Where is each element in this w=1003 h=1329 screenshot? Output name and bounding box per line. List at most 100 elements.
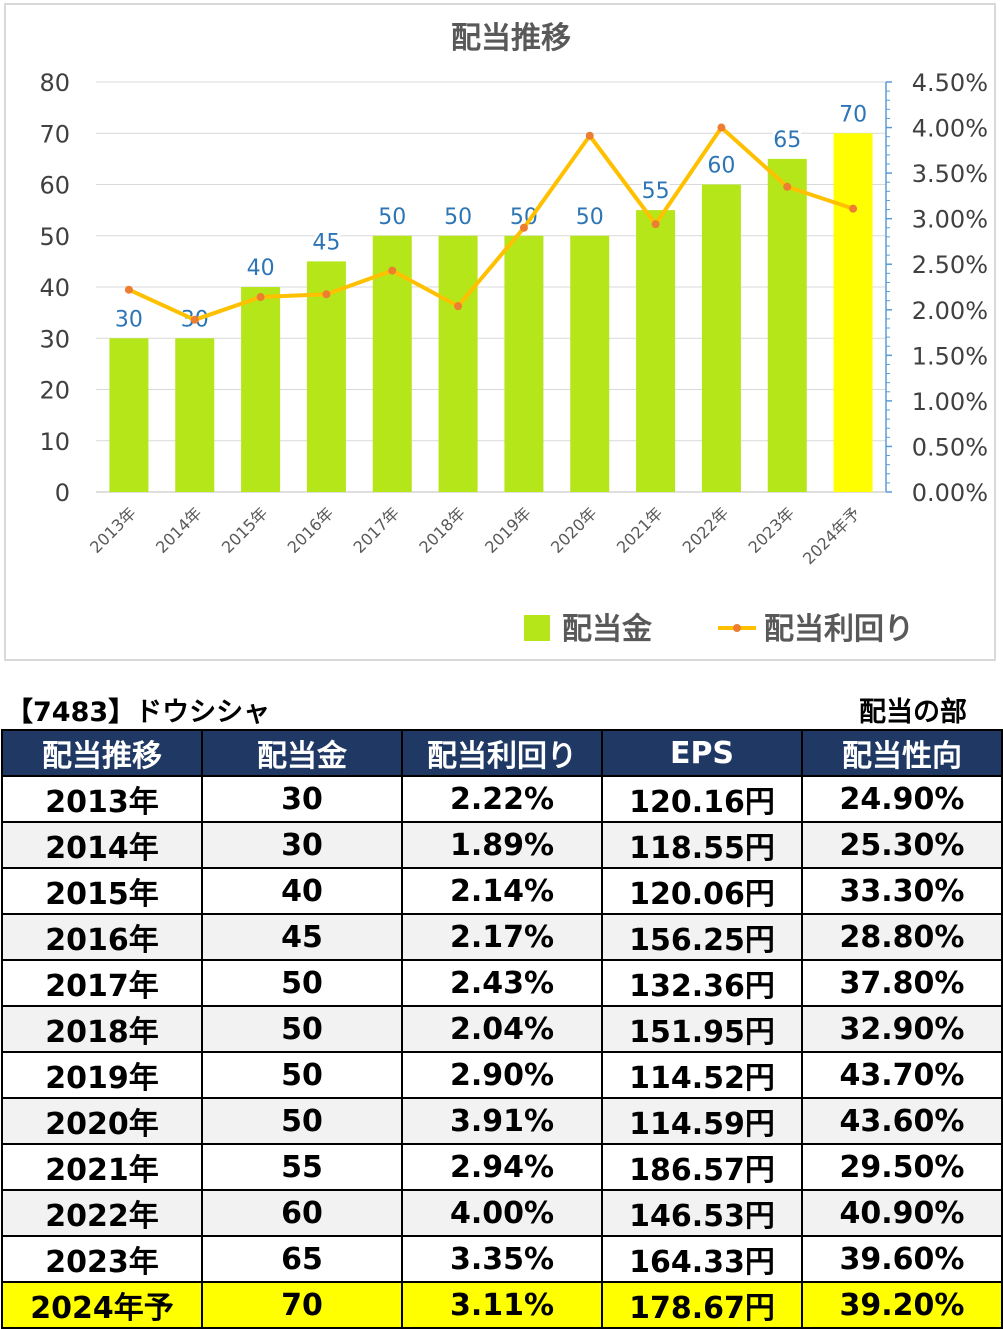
payout-cell: 33.30% bbox=[801, 867, 1003, 915]
legend-label-dividend: 配当金 bbox=[562, 612, 653, 647]
bar-data-label: 55 bbox=[642, 179, 670, 204]
y-left-tick-label: 70 bbox=[39, 120, 70, 148]
yield-point bbox=[519, 223, 528, 232]
table-row: 2019年 50 2.90% 114.52円 43.70% bbox=[1, 1051, 1003, 1099]
y-right-tick-label: 3.00% bbox=[912, 206, 988, 234]
yield-cell: 2.94% bbox=[401, 1143, 603, 1191]
yield-point bbox=[124, 285, 133, 294]
y-right-tick-label: 0.00% bbox=[912, 479, 988, 507]
bar-data-label: 65 bbox=[773, 128, 801, 153]
y-right-tick-label: 3.50% bbox=[912, 160, 988, 188]
year-cell: 2022年 bbox=[1, 1189, 203, 1237]
x-tick-label: 2017年 bbox=[350, 503, 404, 557]
table-row: 2016年 45 2.17% 156.25円 28.80% bbox=[1, 913, 1003, 961]
yield-point bbox=[190, 315, 199, 324]
yield-point bbox=[454, 302, 463, 311]
dividend-cell: 60 bbox=[201, 1189, 403, 1237]
bar bbox=[109, 338, 149, 492]
yield-cell: 2.90% bbox=[401, 1051, 603, 1099]
x-tick-label: 2016年 bbox=[284, 503, 338, 557]
eps-cell: 114.52円 bbox=[601, 1051, 803, 1099]
x-tick-label: 2022年 bbox=[679, 503, 733, 557]
yield-cell: 3.35% bbox=[401, 1235, 603, 1283]
table-row: 2017年 50 2.43% 132.36円 37.80% bbox=[1, 959, 1003, 1007]
eps-cell: 120.16円 bbox=[601, 775, 803, 823]
yield-point bbox=[585, 131, 594, 140]
yield-cell: 2.17% bbox=[401, 913, 603, 961]
bar bbox=[570, 235, 610, 492]
dividend-table: 配当推移 配当金 配当利回り EPS 配当性向 2013年 30 2.22% 120.… bbox=[1, 729, 1003, 1329]
eps-cell: 120.06円 bbox=[601, 867, 803, 915]
year-cell: 2013年 bbox=[1, 775, 203, 823]
dividend-cell: 55 bbox=[201, 1143, 403, 1191]
year-cell: 2023年 bbox=[1, 1235, 203, 1283]
company-title: 【7483】ドウシシャ bbox=[6, 697, 271, 728]
year-cell: 2017年 bbox=[1, 959, 203, 1007]
bar-data-label: 60 bbox=[707, 154, 735, 179]
x-tick-label: 2023年 bbox=[745, 503, 799, 557]
dividend-cell: 30 bbox=[201, 821, 403, 869]
y-right-tick-label: 2.00% bbox=[912, 297, 988, 325]
payout-cell: 29.50% bbox=[801, 1143, 1003, 1191]
y-left-tick-label: 20 bbox=[39, 377, 70, 405]
yield-point bbox=[651, 220, 660, 229]
bar bbox=[636, 210, 676, 492]
yield-point bbox=[783, 182, 792, 191]
y-right-tick-label: 0.50% bbox=[912, 433, 988, 461]
y-left-tick-label: 60 bbox=[39, 172, 70, 200]
legend-swatch-dividend bbox=[524, 615, 550, 641]
yield-cell: 2.22% bbox=[401, 775, 603, 823]
x-tick-label: 2013年 bbox=[86, 503, 140, 557]
column-header: EPS bbox=[601, 729, 803, 777]
x-tick-label: 2024年予 bbox=[799, 503, 864, 568]
payout-cell: 28.80% bbox=[801, 913, 1003, 961]
bar-data-label: 45 bbox=[312, 230, 340, 255]
legend-marker-yield bbox=[733, 624, 741, 632]
table-row: 2022年 60 4.00% 146.53円 40.90% bbox=[1, 1189, 1003, 1237]
column-header: 配当利回り bbox=[401, 729, 603, 777]
bar-data-label: 70 bbox=[839, 102, 867, 127]
yield-cell: 3.91% bbox=[401, 1097, 603, 1145]
x-tick-label: 2020年 bbox=[547, 503, 601, 557]
payout-cell: 32.90% bbox=[801, 1005, 1003, 1053]
yield-point bbox=[388, 266, 397, 275]
table-row: 2024年予 70 3.11% 178.67円 39.20% bbox=[1, 1281, 1003, 1329]
y-right-tick-label: 1.00% bbox=[912, 388, 988, 416]
payout-cell: 39.60% bbox=[801, 1235, 1003, 1283]
eps-cell: 132.36円 bbox=[601, 959, 803, 1007]
bar bbox=[438, 235, 478, 492]
table-row: 2021年 55 2.94% 186.57円 29.50% bbox=[1, 1143, 1003, 1191]
bar-data-label: 50 bbox=[378, 205, 406, 230]
bar bbox=[175, 338, 215, 492]
y-left-tick-label: 80 bbox=[39, 69, 70, 97]
chart-title: 配当推移 bbox=[451, 21, 571, 56]
column-header: 配当金 bbox=[201, 729, 403, 777]
dividend-cell: 50 bbox=[201, 959, 403, 1007]
bar bbox=[306, 261, 346, 492]
bar-data-label: 30 bbox=[115, 307, 143, 332]
dividend-cell: 50 bbox=[201, 1097, 403, 1145]
eps-cell: 151.95円 bbox=[601, 1005, 803, 1053]
chart-area: 配当推移 0 10 20 30 40 50 60 70 80 0.00% 0.50% 1.00% 1.50… bbox=[4, 3, 996, 661]
year-cell: 2024年予 bbox=[1, 1281, 203, 1329]
bar bbox=[701, 184, 741, 492]
yield-cell: 2.04% bbox=[401, 1005, 603, 1053]
column-header: 配当性向 bbox=[801, 729, 1003, 777]
year-cell: 2020年 bbox=[1, 1097, 203, 1145]
dividend-chart: 配当推移 0 10 20 30 40 50 60 70 80 0.00% 0.50% 1.00% 1.50… bbox=[39, 21, 988, 647]
yield-point bbox=[322, 290, 331, 299]
yield-point bbox=[256, 293, 265, 302]
dividend-cell: 50 bbox=[201, 1051, 403, 1099]
dividend-cell: 65 bbox=[201, 1235, 403, 1283]
x-tick-label: 2014年 bbox=[152, 503, 206, 557]
payout-cell: 43.60% bbox=[801, 1097, 1003, 1145]
y-left-tick-label: 50 bbox=[39, 223, 70, 251]
year-cell: 2019年 bbox=[1, 1051, 203, 1099]
yield-cell: 2.14% bbox=[401, 867, 603, 915]
dividend-cell: 50 bbox=[201, 1005, 403, 1053]
payout-cell: 37.80% bbox=[801, 959, 1003, 1007]
eps-cell: 164.33円 bbox=[601, 1235, 803, 1283]
year-cell: 2015年 bbox=[1, 867, 203, 915]
x-tick-label: 2021年 bbox=[613, 503, 667, 557]
yield-cell: 4.00% bbox=[401, 1189, 603, 1237]
